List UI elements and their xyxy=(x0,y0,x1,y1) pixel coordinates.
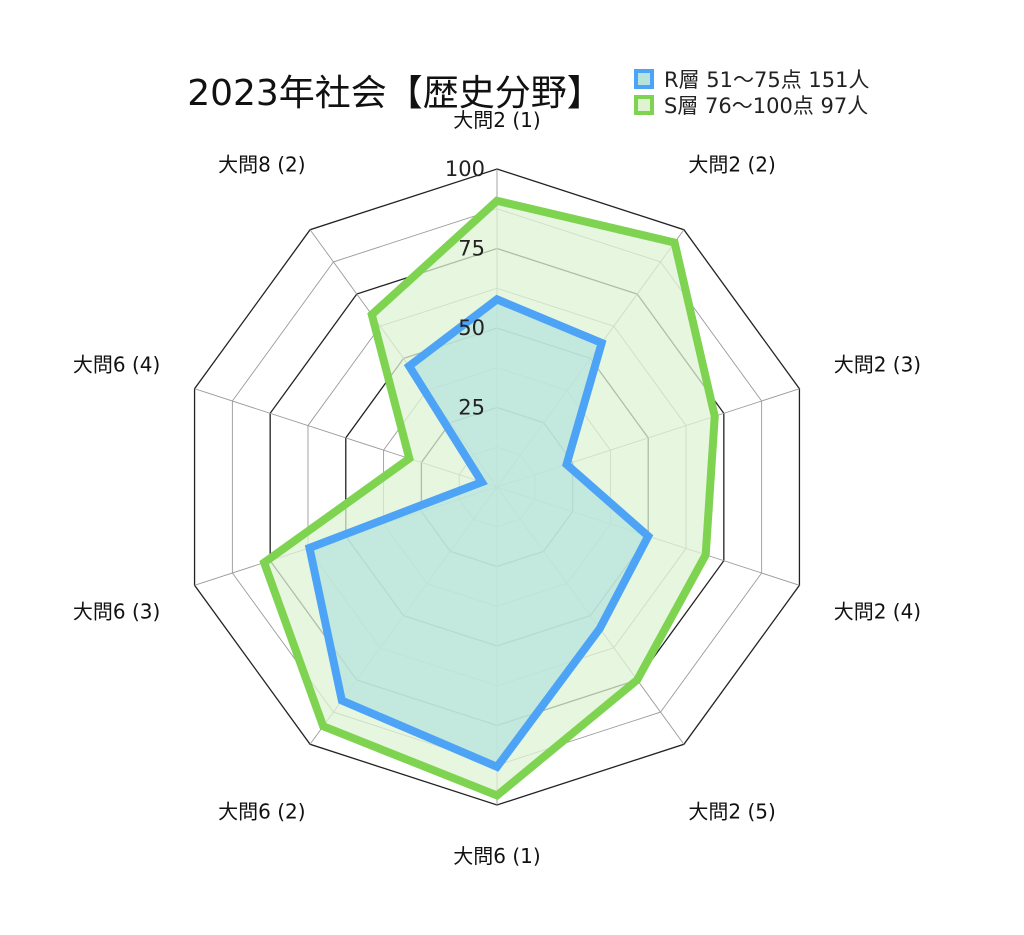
category-label: 大問6 (2) xyxy=(218,800,305,824)
tick-label: 50 xyxy=(458,316,485,340)
category-label: 大問6 (3) xyxy=(73,600,160,624)
chart-title: 2023年社会【歴史分野】 xyxy=(187,73,603,114)
tick-label: 100 xyxy=(445,157,485,181)
category-label: 大問2 (2) xyxy=(688,152,775,176)
legend-label: R層 51〜75点 151人 xyxy=(664,68,869,92)
category-label: 大問2 (1) xyxy=(453,108,540,132)
category-label: 大問8 (2) xyxy=(218,152,305,176)
category-label: 大問2 (5) xyxy=(688,800,775,824)
legend-label: S層 76〜100点 97人 xyxy=(664,94,868,118)
tick-label: 25 xyxy=(458,396,485,420)
category-label: 大問6 (1) xyxy=(453,844,540,868)
category-label: 大問2 (4) xyxy=(834,600,921,624)
category-label: 大問2 (3) xyxy=(834,352,921,376)
legend-swatch xyxy=(634,95,654,115)
category-labels: 大問2 (1) 大問2 (2) 大問2 (3) 大問2 (4) 大問2 (5) 大問6 (… xyxy=(73,108,921,868)
tick-label: 75 xyxy=(458,237,485,261)
legend-swatch xyxy=(634,69,654,89)
category-label: 大問6 (4) xyxy=(73,352,160,376)
series-polygon xyxy=(304,294,654,772)
tick-labels: 25 50 75 100 xyxy=(445,157,485,420)
series-layer xyxy=(259,196,719,801)
